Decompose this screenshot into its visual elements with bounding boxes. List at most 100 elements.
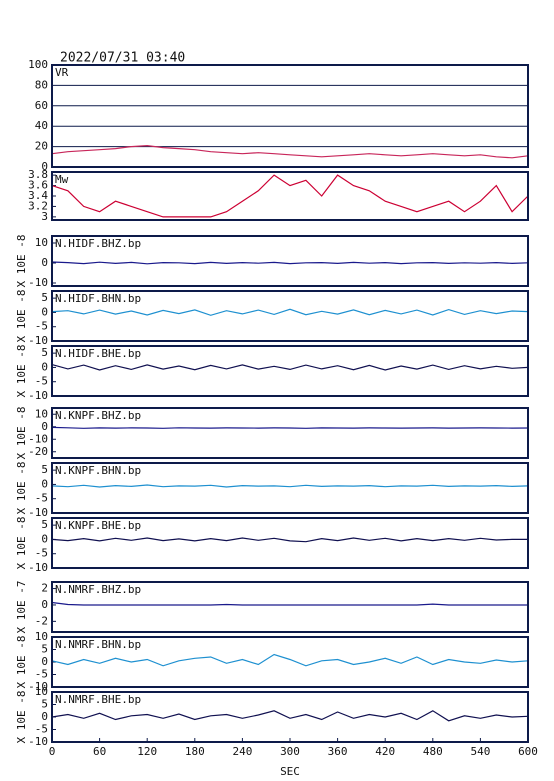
y-axis-label: X 10E -8 <box>15 691 28 744</box>
series-line <box>51 484 529 488</box>
y-tick-label: 0 <box>41 256 48 269</box>
y-tick-label: 3 <box>41 210 48 223</box>
y-tick-label: 5 <box>41 698 48 711</box>
y-tick-label: -10 <box>28 276 48 289</box>
y-tick-label: -5 <box>35 320 48 333</box>
y-tick-label: -5 <box>35 668 48 681</box>
y-axis-label: X 10E -7 <box>15 581 28 634</box>
y-tick-label: 5 <box>41 463 48 476</box>
series-line <box>51 364 529 371</box>
panel-label: N.HIDF.BHE.bp <box>55 347 141 360</box>
x-tick-label: 540 <box>470 745 490 758</box>
y-tick-label: 0 <box>41 655 48 668</box>
panel-label: N.KNPF.BHN.bp <box>55 464 141 477</box>
y-tick-label: -20 <box>28 445 48 458</box>
y-tick-label: 5 <box>41 291 48 304</box>
y-tick-label: -5 <box>35 723 48 736</box>
y-tick-label: 10 <box>35 236 48 249</box>
x-tick-label: 600 <box>518 745 538 758</box>
series-line <box>51 144 529 159</box>
panel-label: N.HIDF.BHZ.bp <box>55 237 141 250</box>
panel-frame <box>51 581 529 633</box>
y-tick-label: -10 <box>28 561 48 574</box>
y-axis-label: X 10E -8 <box>15 462 28 515</box>
y-tick-label: -5 <box>35 375 48 388</box>
y-tick-label: 10 <box>35 407 48 420</box>
panel-frame <box>51 517 529 569</box>
x-tick-label: 420 <box>375 745 395 758</box>
y-tick-label: 3.4 <box>28 189 48 202</box>
panel-label: N.KNPF.BHZ.bp <box>55 409 141 422</box>
y-tick-label: -10 <box>28 735 48 748</box>
panel-label: N.KNPF.BHE.bp <box>55 519 141 532</box>
y-tick-label: 0 <box>41 360 48 373</box>
y-axis-label: X 10E -8 <box>15 345 28 398</box>
series-line <box>51 426 529 429</box>
y-tick-label: 20 <box>35 140 48 153</box>
y-axis-label: X 10E -8 <box>15 235 28 288</box>
y-tick-label: -2 <box>35 614 48 627</box>
series-line <box>51 308 529 316</box>
x-tick-label: 120 <box>137 745 157 758</box>
y-tick-label: -10 <box>28 389 48 402</box>
y-tick-label: -10 <box>28 432 48 445</box>
panel-label: VR <box>55 66 69 79</box>
chart-title: 2022/07/31 03:40 <box>60 51 185 66</box>
y-axis-label: X 10E -8 <box>15 517 28 570</box>
panel-frame <box>51 345 529 397</box>
y-tick-label: 0 <box>41 420 48 433</box>
series-line <box>51 710 529 722</box>
x-tick-label: 180 <box>185 745 205 758</box>
panel-frame <box>51 64 529 168</box>
y-axis-label: X 10E -8 <box>15 636 28 689</box>
y-tick-label: 3.8 <box>28 168 48 181</box>
panel-label: N.HIDF.BHN.bp <box>55 292 141 305</box>
y-axis-label: X 10E -8 <box>15 407 28 460</box>
series-line <box>51 601 528 606</box>
y-tick-label: 100 <box>28 58 48 71</box>
series-line <box>51 261 529 265</box>
series-line <box>51 653 529 667</box>
panel-label: N.NMRF.BHN.bp <box>55 638 141 651</box>
x-axis-label: SEC <box>280 765 300 778</box>
x-tick-label: 0 <box>49 745 56 758</box>
y-tick-label: 0 <box>41 598 48 611</box>
y-tick-label: 0 <box>41 532 48 545</box>
panel-label: Mw <box>55 173 69 186</box>
y-tick-label: 5 <box>41 643 48 656</box>
y-tick-label: 0 <box>41 305 48 318</box>
y-tick-label: 80 <box>35 78 48 91</box>
y-tick-label: 5 <box>41 346 48 359</box>
y-tick-label: 10 <box>35 630 48 643</box>
y-tick-label: -10 <box>28 334 48 347</box>
panel-frame <box>51 290 529 342</box>
panel-frame <box>51 636 529 688</box>
y-tick-label: 60 <box>35 99 48 112</box>
y-tick-label: 0 <box>41 710 48 723</box>
x-tick-label: 360 <box>328 745 348 758</box>
series-line <box>51 537 528 543</box>
panel-label: N.NMRF.BHE.bp <box>55 693 141 706</box>
y-tick-label: 0 <box>41 160 48 173</box>
y-tick-label: -5 <box>35 547 48 560</box>
y-tick-label: 3.2 <box>28 199 48 212</box>
x-tick-label: 480 <box>423 745 443 758</box>
y-tick-label: 10 <box>35 685 48 698</box>
y-tick-label: -5 <box>35 492 48 505</box>
y-tick-label: 3.6 <box>28 179 48 192</box>
x-tick-label: 60 <box>93 745 106 758</box>
y-tick-label: 2 <box>41 582 48 595</box>
x-tick-label: 240 <box>232 745 252 758</box>
y-tick-label: -10 <box>28 680 48 693</box>
x-tick-label: 300 <box>280 745 300 758</box>
panel-frame <box>51 171 529 221</box>
panel-frame <box>51 407 529 459</box>
panel-frame <box>51 235 529 287</box>
y-tick-label: 0 <box>41 477 48 490</box>
y-tick-label: -10 <box>28 506 48 519</box>
panel-label: N.NMRF.BHZ.bp <box>55 583 141 596</box>
series-line <box>51 174 529 218</box>
y-tick-label: 5 <box>41 518 48 531</box>
y-tick-label: 40 <box>35 119 48 132</box>
